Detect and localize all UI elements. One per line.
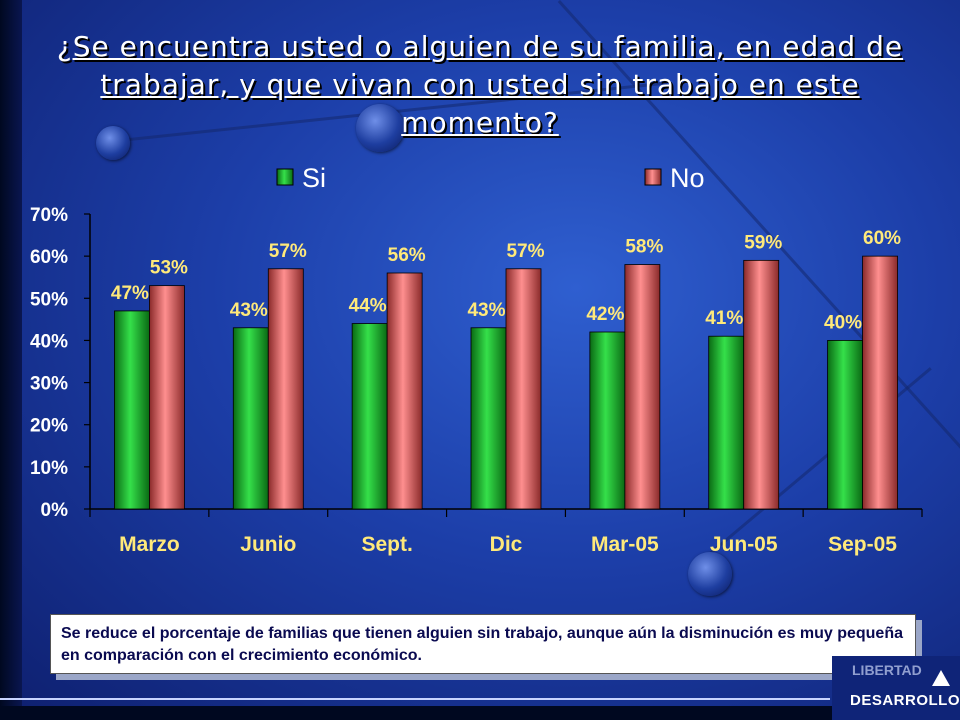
legend-swatch-no xyxy=(644,168,662,186)
logo-top-text: LIBERTAD xyxy=(852,662,922,678)
legend-swatch-si xyxy=(276,168,294,186)
data-label-si: 43% xyxy=(230,300,268,321)
bar-si xyxy=(351,323,388,510)
bar-chart: 0% 10% 20% 30% 40% 50% 60% 70% 47%53% Marzo 43% 57%… xyxy=(30,163,923,556)
decorative-circle xyxy=(96,126,130,160)
footer-line xyxy=(0,698,830,700)
y-tick-label: 10% xyxy=(30,458,68,479)
data-label-si: 43% xyxy=(467,300,505,321)
decorative-circle xyxy=(356,104,404,152)
y-tick-label: 50% xyxy=(30,289,68,310)
bar-no xyxy=(149,285,185,510)
bar-si xyxy=(114,310,150,510)
bar-si xyxy=(708,335,745,510)
logo-mark-icon xyxy=(932,670,950,686)
left-band xyxy=(0,0,22,720)
bar-no xyxy=(267,268,304,510)
legend-label-no: No xyxy=(670,163,705,193)
y-tick-label: 40% xyxy=(30,331,68,352)
data-label-no: 53% xyxy=(150,258,188,279)
data-label-si: 44% xyxy=(349,296,387,317)
x-tick-label: Dic xyxy=(490,533,523,556)
legend-label-si: Si xyxy=(302,163,326,193)
bar-si xyxy=(827,340,863,510)
bar-no xyxy=(624,264,661,510)
x-tick-label: Sep-05 xyxy=(828,533,897,556)
bar-si xyxy=(470,327,507,510)
data-label-si: 42% xyxy=(586,304,624,325)
x-tick-label: Marzo xyxy=(119,533,180,556)
data-label-no: 60% xyxy=(863,228,901,249)
x-tick-label: Junio xyxy=(240,533,296,556)
x-tick-label: Sept. xyxy=(361,533,412,556)
bar-no xyxy=(743,259,780,510)
x-tick-label: Mar-05 xyxy=(591,533,659,556)
data-label-si: 41% xyxy=(705,308,743,329)
y-tick-label: 60% xyxy=(30,247,68,268)
logo-bottom-text: DESARROLLO xyxy=(850,692,960,709)
logo: LIBERTAD DESARROLLO xyxy=(832,656,960,720)
data-label-si: 40% xyxy=(824,312,862,333)
bar-no xyxy=(386,272,423,510)
y-tick-label: 30% xyxy=(30,374,68,395)
bar-no xyxy=(505,268,542,510)
y-tick-label: 20% xyxy=(30,416,68,437)
y-tick-label: 70% xyxy=(30,205,68,226)
summary-note: Se reduce el porcentaje de familias que … xyxy=(50,614,916,674)
decorative-circle xyxy=(688,552,732,596)
y-tick-label: 0% xyxy=(41,500,69,521)
data-label-no: 56% xyxy=(388,245,426,266)
data-label-no: 59% xyxy=(744,232,782,253)
data-label-si: 47% xyxy=(111,283,149,304)
bar-si xyxy=(232,327,269,510)
slide-title: ¿Se encuentra usted o alguien de su fami… xyxy=(56,30,904,139)
data-label-no: 57% xyxy=(269,241,307,262)
x-tick-label: Jun-05 xyxy=(710,533,778,556)
data-label-no: 58% xyxy=(625,237,663,258)
data-label-no: 57% xyxy=(506,241,544,262)
bar-no xyxy=(862,255,898,510)
bar-si xyxy=(589,331,626,510)
footer-band xyxy=(0,706,960,720)
